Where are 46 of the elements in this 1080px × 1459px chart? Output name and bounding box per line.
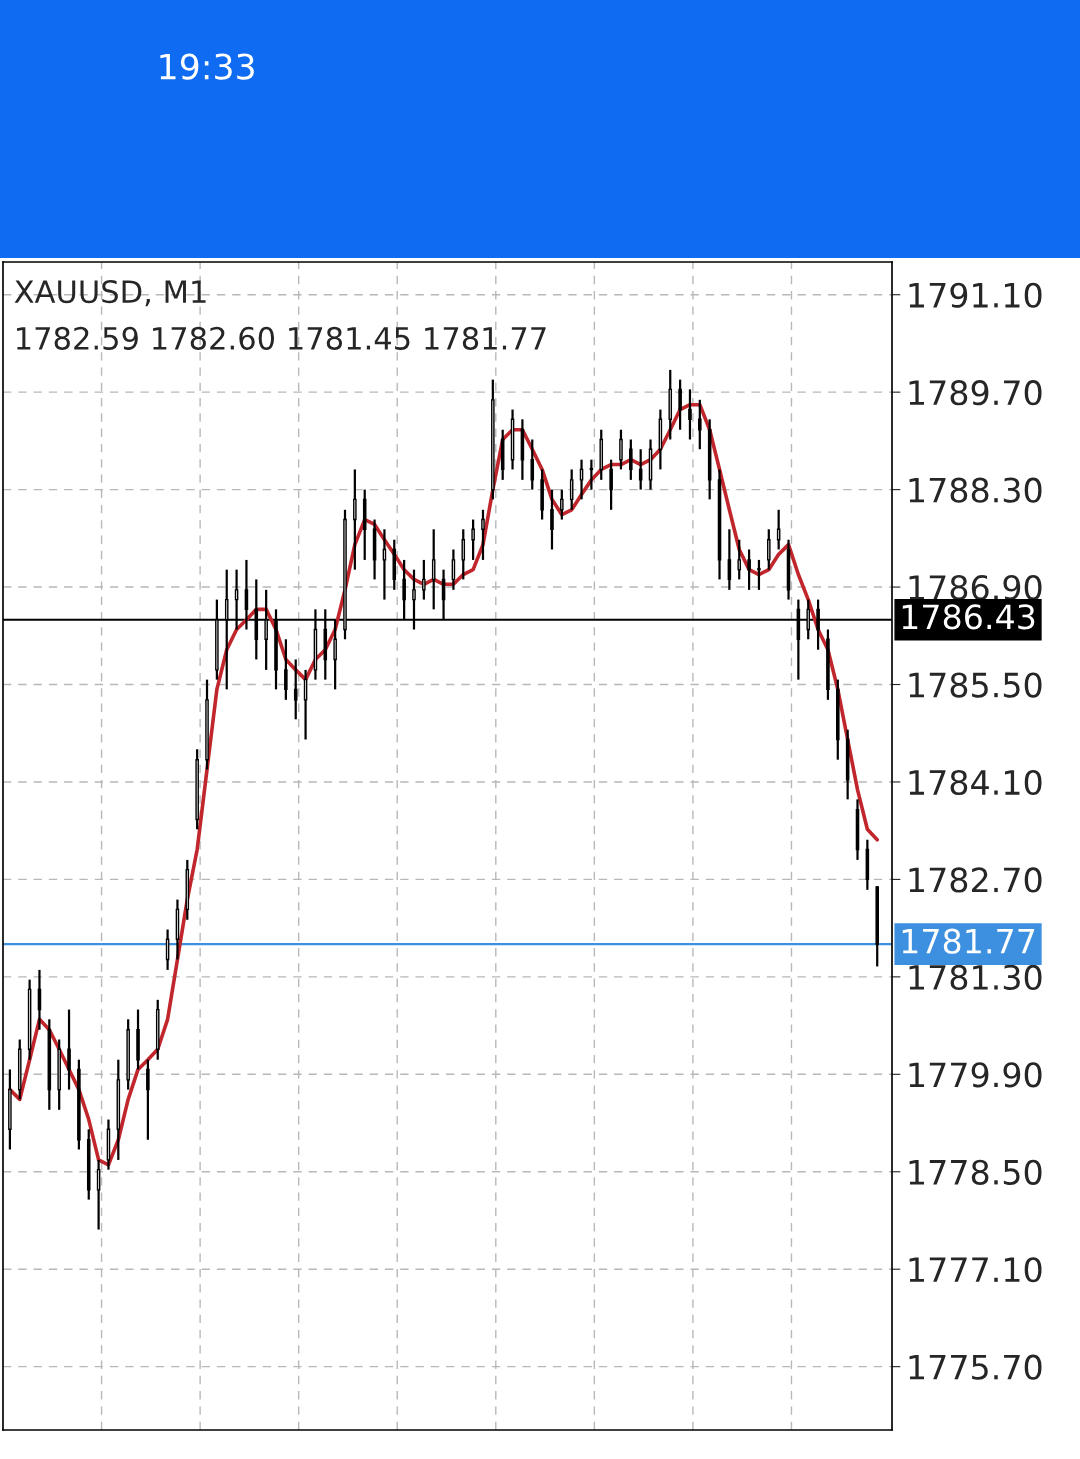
candlestick bbox=[747, 548, 751, 591]
candlestick bbox=[688, 388, 692, 441]
ref-line-label: 1786.43 bbox=[902, 604, 1035, 630]
candlestick bbox=[757, 558, 761, 591]
candlestick bbox=[481, 508, 485, 562]
candlestick bbox=[136, 1008, 140, 1071]
candlestick bbox=[619, 428, 623, 471]
candlestick bbox=[629, 438, 633, 481]
y-tick-label: 1782.70 bbox=[909, 867, 1042, 893]
candlestick bbox=[67, 1008, 71, 1091]
candlestick bbox=[382, 528, 387, 601]
candlestick bbox=[589, 458, 594, 491]
text: 19:33 bbox=[160, 53, 254, 80]
candlestick bbox=[550, 488, 554, 551]
candlestick bbox=[737, 538, 742, 581]
candlestick bbox=[471, 518, 475, 562]
candlestick bbox=[461, 528, 466, 581]
y-tick-label: 1777.10 bbox=[909, 1257, 1042, 1283]
candlestick bbox=[698, 398, 702, 451]
y-tick-label: 1784.10 bbox=[909, 769, 1042, 796]
y-tick-label: 1786.90 bbox=[909, 574, 1042, 601]
candlestick bbox=[609, 458, 613, 511]
y-tick-label: 1779.90 bbox=[909, 1062, 1042, 1088]
y-tick-label: 1778.50 bbox=[909, 1159, 1042, 1185]
y-tick-label: 1788.30 bbox=[909, 477, 1042, 503]
y-tick-label: 1791.10 bbox=[909, 282, 1042, 308]
candlestick bbox=[530, 438, 535, 491]
candlestick bbox=[146, 1058, 150, 1141]
candlestick bbox=[678, 378, 682, 431]
text: 1782.59 1782.60 1781.45 1781.77 bbox=[17, 326, 546, 350]
candlestick bbox=[579, 458, 584, 501]
candlestick bbox=[422, 558, 426, 601]
candlestick bbox=[638, 448, 643, 491]
candlestick bbox=[205, 678, 209, 771]
candlestick bbox=[560, 488, 564, 521]
candlestick bbox=[284, 638, 288, 701]
y-tick-label: 1789.70 bbox=[909, 380, 1042, 406]
y-tick-label: 1785.50 bbox=[909, 672, 1042, 698]
candlestick bbox=[826, 628, 830, 701]
ref-line-label: 1781.77 bbox=[902, 928, 1035, 954]
y-tick-label: 1781.30 bbox=[909, 964, 1042, 990]
y-tick-label: 1775.70 bbox=[909, 1354, 1042, 1380]
candlestick bbox=[353, 468, 357, 571]
text: XAUUSD, M1 bbox=[14, 280, 206, 307]
candlestick bbox=[293, 658, 298, 721]
candlestick bbox=[767, 528, 771, 571]
